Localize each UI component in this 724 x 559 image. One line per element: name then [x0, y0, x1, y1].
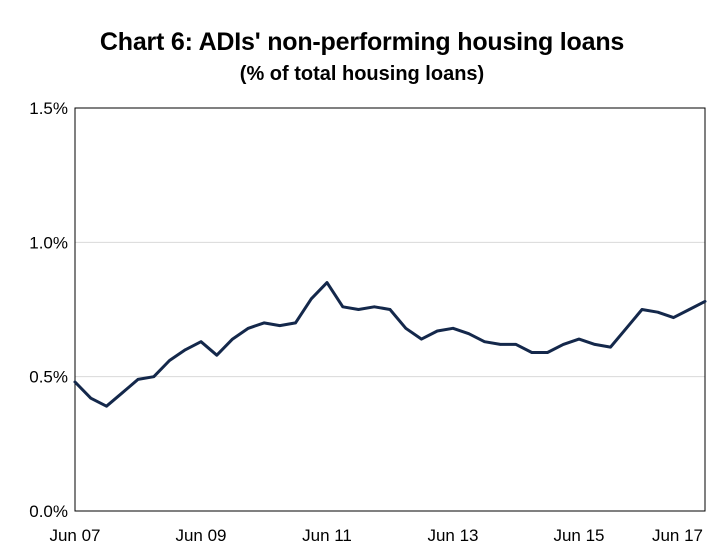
data-point	[688, 308, 691, 311]
data-point	[451, 327, 455, 330]
data-point	[341, 305, 344, 309]
y-tick-label: 1.0%	[29, 233, 68, 252]
data-point	[420, 337, 423, 341]
x-tick-label: Jun 07	[49, 526, 100, 545]
x-tick-label: Jun 11	[302, 526, 352, 545]
data-point	[609, 345, 612, 349]
data-point	[231, 337, 234, 341]
data-point	[562, 343, 565, 346]
data-point	[672, 316, 675, 319]
x-tick-label: Jun 15	[553, 526, 604, 545]
x-tick-label: Jun 09	[175, 526, 226, 545]
data-point	[73, 380, 77, 384]
data-point	[404, 327, 407, 330]
data-point	[105, 405, 108, 408]
data-point	[136, 378, 140, 381]
chart-subtitle: (% of total housing loans)	[239, 63, 485, 85]
data-point	[121, 391, 124, 394]
data-point	[168, 359, 171, 362]
data-point	[530, 351, 533, 354]
x-tick-label: Jun 17	[652, 526, 703, 545]
series-line	[73, 281, 707, 408]
data-point	[703, 300, 707, 303]
data-point	[89, 396, 92, 400]
data-point	[373, 305, 376, 309]
data-point	[199, 340, 203, 343]
data-point	[388, 308, 392, 311]
data-point	[593, 343, 596, 346]
data-point	[467, 332, 470, 335]
data-point	[325, 281, 329, 284]
x-tick-label: Jun 13	[427, 526, 478, 545]
data-point	[640, 308, 644, 311]
data-point	[483, 340, 486, 343]
chart-title: Chart 6: ADIs' non-performing housing lo…	[99, 28, 625, 56]
data-point	[577, 337, 581, 341]
y-tick-label: 0.5%	[29, 368, 68, 387]
data-point	[184, 348, 187, 351]
data-point	[152, 375, 155, 378]
plot-area	[74, 107, 706, 512]
data-point	[357, 308, 360, 311]
data-point	[656, 310, 659, 314]
data-point	[278, 324, 281, 327]
y-tick-label: 0.0%	[29, 502, 68, 521]
data-point	[514, 343, 518, 346]
data-point	[436, 329, 439, 333]
y-tick-label: 1.5%	[29, 99, 68, 118]
data-point	[625, 327, 628, 330]
data-point	[546, 351, 549, 354]
data-point	[215, 353, 218, 357]
data-point	[247, 327, 250, 330]
data-point	[294, 321, 297, 325]
data-point	[262, 321, 266, 325]
data-point	[499, 343, 502, 346]
data-point	[310, 297, 313, 300]
